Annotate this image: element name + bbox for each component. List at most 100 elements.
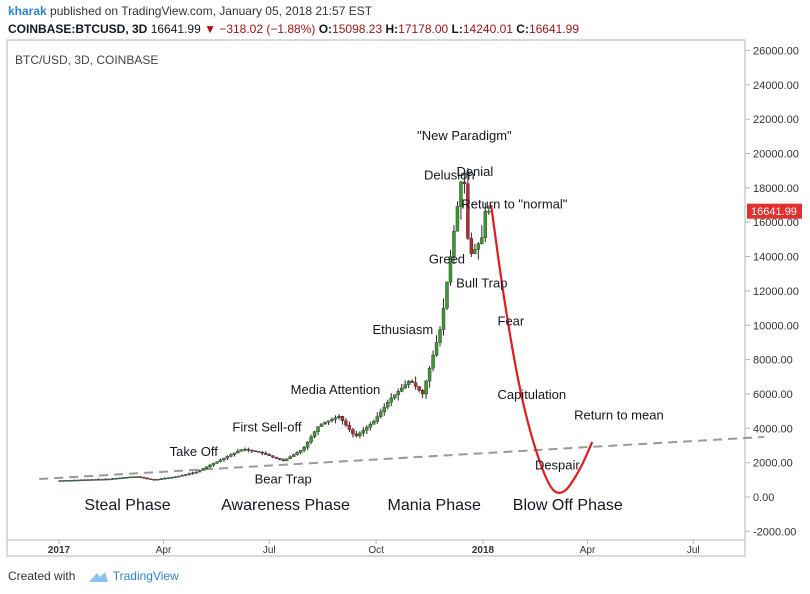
candle-body [180,475,184,477]
candle-body [169,477,174,479]
candle-body [61,480,66,482]
candle-body [466,183,470,239]
annotation-label: Return to "normal" [461,196,567,211]
annotation-label: Bear Trap [255,471,312,486]
candle-body [218,459,223,462]
candle-body [75,479,80,482]
candle-body [211,463,216,466]
candle-body [372,421,376,425]
annotation-label: Ethusiasm [372,322,433,337]
candle-body [152,479,156,481]
candle-body [291,454,296,457]
candle-body [476,243,481,250]
candle-body [274,456,278,459]
last-price-tag-bg [747,203,802,219]
candle-body [375,416,379,422]
candle-body [183,474,188,476]
candle-body [354,433,359,437]
candles [58,167,491,482]
candle-body [124,477,129,479]
annotation-label: Capitulation [497,387,566,402]
candle-body [480,237,484,245]
candle-body [298,450,303,453]
last-price: 16641.99 [150,22,201,36]
candle-body [138,476,143,478]
y-tick-label: 18000.00 [753,183,799,195]
candle-body [253,450,258,452]
candle-body [271,455,275,458]
candle-body [309,436,313,443]
candle-body [86,479,90,481]
candle-body [417,386,421,391]
candle-body [326,420,331,423]
candle-body [82,479,87,481]
candle-body [239,449,244,452]
y-tick-label: 22000.00 [753,114,799,126]
candle-body [215,461,219,464]
candle-body [316,426,320,432]
y-tick-label: 2000.00 [753,458,793,470]
x-tick-label: Jul [687,545,700,556]
candle-body [452,230,456,257]
candle-body [323,422,327,425]
candle-body [424,380,428,395]
y-tick-label: 14000.00 [753,252,799,264]
candle-body [379,411,383,417]
candle-body [156,478,160,481]
candle-body [257,451,261,453]
candle-body [117,477,122,480]
candle-body [208,464,212,468]
annotation-label: Greed [429,251,465,266]
candle-body [190,472,195,475]
y-tick-label: 4000.00 [753,423,793,435]
candle-body [142,477,146,479]
candle-body [413,382,418,387]
tradingview-cloud-icon [88,572,108,583]
chart-title: BTC/USD, 3D, COINBASE [15,53,158,67]
candle-body [473,249,477,254]
candle-body [96,479,101,481]
candle-body [187,473,191,475]
ohlc-bar: COINBASE:BTCUSD, 3D 16641.99 ▼ −318.02 (… [8,22,579,36]
candle-body [358,432,362,437]
candle-body [93,479,97,481]
candle-body [305,441,310,448]
last-price-tag-text: 16641.99 [751,206,797,218]
phase-label: Steal Phase [84,497,170,514]
annotation-label: Denial [456,164,493,179]
candle-body [347,424,352,430]
candle-body [319,423,324,427]
trend-line [39,435,765,480]
tradingview-link[interactable]: TradingView [112,569,179,583]
candle-body [333,417,338,420]
candle-body [448,256,453,283]
y-tick-label: 26000.00 [753,45,799,57]
candle-body [278,458,282,460]
y-tick-label: 16000.00 [753,217,799,229]
candle-body [284,458,289,462]
candle-body [58,480,62,482]
annotation-label: Return to mean [574,408,664,423]
candle-body [389,397,393,403]
candle-body [100,478,104,481]
candle-body [312,431,317,438]
candle-body [483,210,488,238]
candle-body [406,381,411,385]
y-tick-label: 20000.00 [753,149,799,161]
candle-body [393,394,397,399]
annotation-label: Despair [535,458,580,473]
candle-body [302,446,306,451]
candle-body [431,355,435,369]
candle-body [487,210,491,213]
y-tick-label: -2000.00 [753,526,796,538]
author-name[interactable]: kharak [8,4,47,18]
candle-body [176,475,181,478]
y-tick-label: 6000.00 [753,389,793,401]
low-value: 14240.01 [462,22,513,36]
candle-body [145,477,149,480]
candle-body [131,476,136,478]
high-label: H: [385,22,399,36]
candle-body [103,478,108,481]
y-tick-label: 10000.00 [753,320,799,332]
